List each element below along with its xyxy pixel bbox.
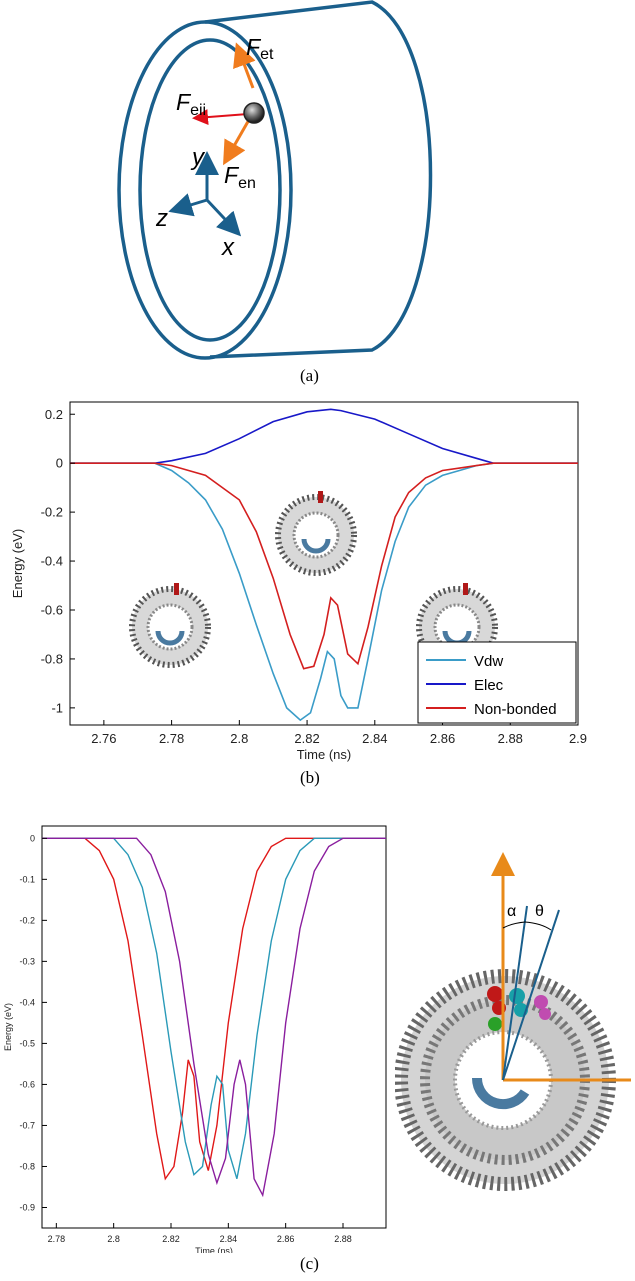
y-tick-label: -0.2 — [41, 505, 63, 520]
ion-ball — [243, 102, 265, 124]
y-tick-label: 0.2 — [45, 407, 63, 422]
label-axis-y: y — [190, 144, 206, 171]
legend-label-vdw: Vdw — [474, 653, 503, 670]
nanotube-inset-left — [129, 583, 211, 668]
x-tick-label: 2.78 — [159, 731, 184, 746]
energy-chart-b: 2.76 2.78 2.8 2.82 2.84 2.86 2.88 2.9 0.2 0 -0.2 -0… — [10, 401, 587, 762]
x-tick-label: 2.84 — [362, 731, 387, 746]
series-line-1 — [42, 837, 386, 1181]
label-axis-x: x — [221, 234, 235, 261]
y-tick-label: -0.1 — [19, 874, 35, 884]
y-tick-label: -0.8 — [19, 1162, 35, 1172]
y-tick-label: -0.7 — [19, 1121, 35, 1131]
force-eii-arrow — [192, 109, 249, 126]
rotation-arrow-icon — [471, 1077, 530, 1110]
x-tick-label: 2.8 — [107, 1234, 120, 1244]
y-tick-label: -0.8 — [41, 651, 63, 666]
label-theta: θ — [535, 903, 544, 920]
x-axis-arrow — [205, 198, 242, 237]
y-tick-label: -0.6 — [41, 603, 63, 618]
ion-chain-markers — [487, 986, 551, 1031]
theta-direction-line — [502, 909, 560, 1081]
y-tick-label: 0 — [30, 833, 35, 843]
panel-c: 2.78 2.8 2.82 2.84 2.86 2.88 0 -0.1 -0.2 -0.3 -0.4… — [0, 818, 635, 1281]
label-f-eii: Feii — [176, 89, 206, 119]
x-tick-label: 2.88 — [334, 1234, 352, 1244]
panel-b: 2.76 2.78 2.8 2.82 2.84 2.86 2.88 2.9 0.2 0 -0.2 -0… — [0, 392, 635, 792]
force-et-arrow — [233, 42, 256, 89]
tube-diagram: Fet Feii Fen y z x — [117, 0, 433, 360]
y-tick-label: -0.4 — [19, 998, 35, 1008]
legend-b: Vdw Elec Non-bonded — [417, 641, 577, 724]
y-tick-label: -0.9 — [19, 1203, 35, 1213]
y-tick-label: -0.2 — [19, 915, 35, 925]
legend-label-elec: Elec — [474, 677, 504, 694]
series-line-elec — [70, 408, 578, 464]
y-tick-label: -1 — [51, 700, 63, 715]
caption-b: (b) — [300, 768, 320, 787]
plot-frame-c — [41, 825, 387, 1229]
x-tick-label: 2.82 — [162, 1234, 180, 1244]
series-line-non-bonded — [70, 462, 578, 670]
caption-a: (a) — [300, 366, 319, 385]
y-tick-label: 0 — [56, 456, 63, 471]
alpha-direction-line — [502, 905, 528, 1081]
x-axis-label: Time (ns) — [297, 747, 351, 762]
y-tick-label: -0.5 — [19, 1039, 35, 1049]
alpha-arc — [502, 921, 526, 929]
label-f-et: Fet — [246, 34, 274, 63]
x-axis-label: Time (ns) — [195, 1246, 233, 1253]
y-axis-label: Energy (eV) — [10, 529, 25, 598]
series-line-3 — [42, 837, 386, 1198]
tube-body — [204, 0, 433, 359]
series-line-2 — [42, 837, 386, 1180]
tube-outer-rim — [117, 20, 293, 360]
label-f-en: Fen — [224, 162, 256, 192]
z-axis-arrow — [168, 193, 208, 217]
x-tick-label: 2.88 — [498, 731, 523, 746]
label-alpha: α — [507, 903, 516, 920]
x-tick-label: 2.9 — [569, 731, 587, 746]
x-tick-label: 2.82 — [294, 731, 319, 746]
force-en-arrow — [223, 117, 252, 166]
series-line-vdw — [70, 462, 578, 722]
x-tick-label: 2.84 — [220, 1234, 238, 1244]
y-tick-label: -0.4 — [41, 554, 63, 569]
nanotube-angle-diagram: α θ — [395, 852, 631, 1191]
y-tick-label: -0.6 — [19, 1080, 35, 1090]
caption-c: (c) — [300, 1254, 319, 1273]
x-tick-label: 2.76 — [91, 731, 116, 746]
label-axis-z: z — [155, 205, 168, 232]
x-tick-label: 2.78 — [48, 1234, 66, 1244]
x-tick-label: 2.86 — [277, 1234, 295, 1244]
y-axis-label: Energy (eV) — [3, 1003, 13, 1051]
energy-chart-c: 2.78 2.8 2.82 2.84 2.86 2.88 0 -0.1 -0.2 -0.3 -0.4… — [3, 825, 387, 1253]
x-tick-label: 2.8 — [230, 731, 248, 746]
y-tick-label: -0.3 — [19, 957, 35, 967]
theta-arc — [524, 921, 552, 931]
nanotube-inset-center — [275, 491, 357, 576]
tube-inner-rim — [138, 38, 282, 342]
legend-label-nonbonded: Non-bonded — [474, 701, 557, 718]
x-tick-label: 2.86 — [430, 731, 455, 746]
panel-a: Fet Feii Fen y z x (a) — [0, 0, 635, 390]
